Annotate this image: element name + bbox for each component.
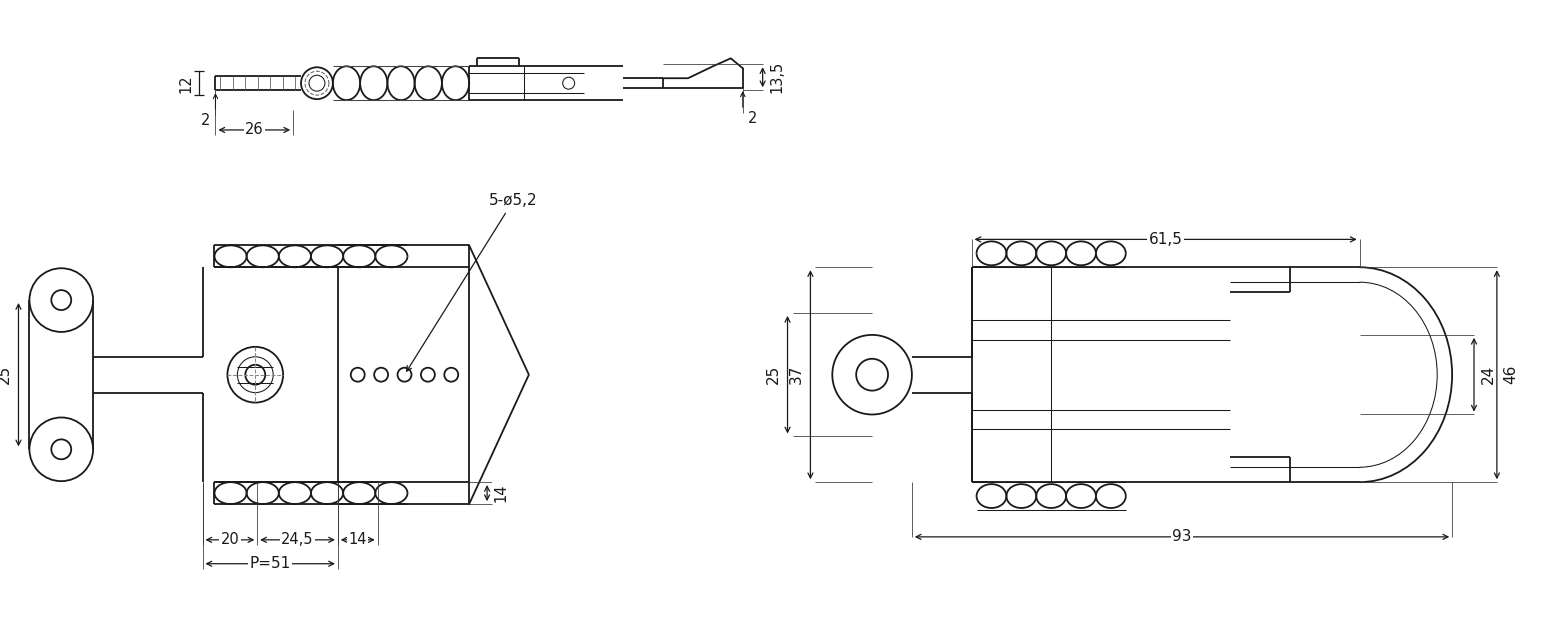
Text: 5-ø5,2: 5-ø5,2 (407, 193, 537, 371)
Text: 93: 93 (1173, 529, 1191, 544)
Text: 25: 25 (766, 365, 781, 384)
Text: 2: 2 (749, 111, 758, 125)
Text: 46: 46 (1503, 365, 1519, 384)
Text: 2: 2 (200, 113, 210, 127)
Text: 25: 25 (0, 365, 12, 384)
Text: 12: 12 (179, 74, 193, 92)
Text: 14: 14 (348, 532, 367, 548)
Text: 24: 24 (1480, 365, 1496, 384)
Text: 13,5: 13,5 (769, 61, 784, 93)
Text: 14: 14 (494, 484, 508, 503)
Text: 20: 20 (221, 532, 239, 548)
Text: 37: 37 (789, 365, 804, 384)
Text: 24,5: 24,5 (281, 532, 314, 548)
Text: P=51: P=51 (250, 556, 290, 571)
Text: 26: 26 (245, 122, 264, 137)
Text: 61,5: 61,5 (1149, 232, 1182, 247)
